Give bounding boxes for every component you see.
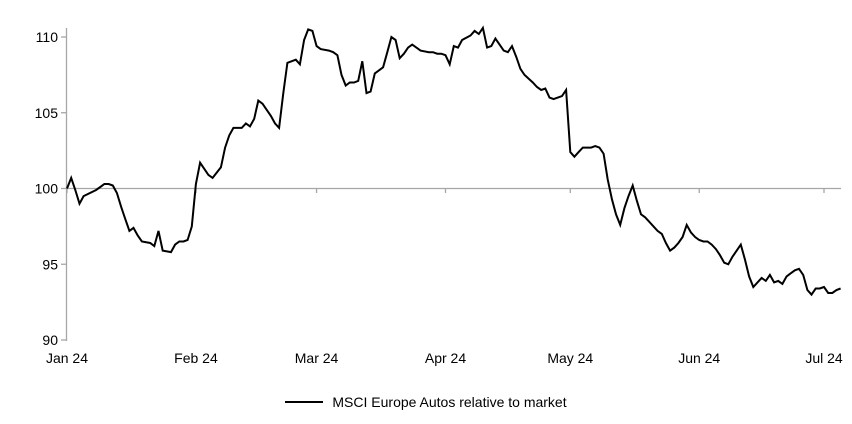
x-tick-label: Jun 24 — [678, 350, 720, 366]
y-tick-label: 100 — [35, 181, 59, 197]
y-tick-label: 105 — [35, 105, 59, 121]
x-tick-label: Jan 24 — [46, 350, 88, 366]
x-tick-label: Mar 24 — [295, 350, 339, 366]
y-tick-label: 110 — [36, 29, 59, 45]
legend-line-sample — [285, 401, 324, 403]
x-tick-label: Apr 24 — [425, 350, 466, 366]
legend: MSCI Europe Autos relative to market — [0, 393, 852, 411]
legend-label: MSCI Europe Autos relative to market — [332, 394, 567, 410]
x-tick-label: May 24 — [547, 350, 593, 366]
y-tick-label: 95 — [42, 256, 58, 272]
series-line — [66, 25, 841, 297]
y-tick-label: 90 — [42, 332, 58, 348]
x-tick-label: Jul 24 — [805, 350, 843, 366]
x-tick-label: Feb 24 — [174, 350, 218, 366]
